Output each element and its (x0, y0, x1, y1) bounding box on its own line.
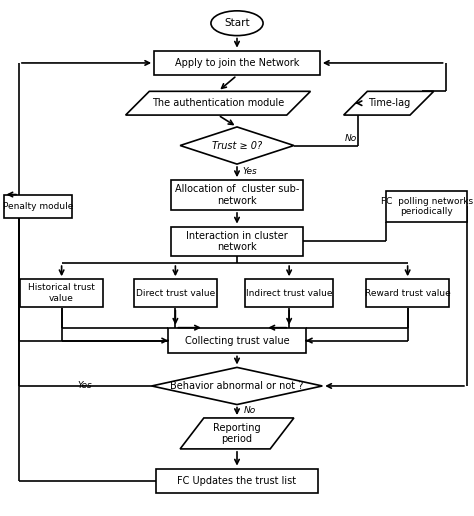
FancyBboxPatch shape (4, 195, 72, 218)
Ellipse shape (211, 11, 263, 36)
Text: FC  polling networks
periodically: FC polling networks periodically (381, 197, 473, 216)
Polygon shape (344, 91, 434, 115)
Text: No: No (345, 134, 357, 143)
Text: Behavior abnormal or not ?: Behavior abnormal or not ? (170, 381, 304, 391)
Text: Historical trust
value: Historical trust value (28, 283, 95, 303)
Text: No: No (244, 406, 256, 415)
Text: Start: Start (224, 18, 250, 28)
Text: The authentication module: The authentication module (152, 98, 284, 108)
FancyBboxPatch shape (171, 227, 303, 256)
Text: Allocation of  cluster sub-
network: Allocation of cluster sub- network (175, 184, 299, 206)
FancyBboxPatch shape (156, 469, 318, 493)
Polygon shape (152, 367, 322, 405)
FancyBboxPatch shape (168, 328, 306, 353)
Text: Reporting
period: Reporting period (213, 423, 261, 444)
FancyBboxPatch shape (134, 279, 217, 308)
Text: Direct trust value: Direct trust value (136, 288, 215, 298)
FancyBboxPatch shape (20, 279, 103, 308)
Text: FC Updates the trust list: FC Updates the trust list (177, 476, 297, 486)
FancyBboxPatch shape (246, 279, 333, 308)
Text: Reward trust value: Reward trust value (365, 288, 450, 298)
Polygon shape (180, 418, 294, 449)
Text: Yes: Yes (78, 381, 92, 391)
Polygon shape (126, 91, 310, 115)
FancyBboxPatch shape (366, 279, 449, 308)
Text: Interaction in cluster
network: Interaction in cluster network (186, 231, 288, 252)
Text: Penalty module: Penalty module (3, 202, 73, 211)
Polygon shape (180, 127, 294, 164)
Text: Trust ≥ 0?: Trust ≥ 0? (212, 140, 262, 151)
Text: Collecting trust value: Collecting trust value (185, 335, 289, 346)
Text: Apply to join the Network: Apply to join the Network (175, 58, 299, 68)
FancyBboxPatch shape (386, 191, 467, 222)
FancyBboxPatch shape (171, 180, 303, 210)
FancyBboxPatch shape (154, 51, 320, 75)
Text: Yes: Yes (243, 167, 258, 176)
Text: Time-lag: Time-lag (367, 98, 410, 108)
Text: Indirect trust value: Indirect trust value (246, 288, 332, 298)
